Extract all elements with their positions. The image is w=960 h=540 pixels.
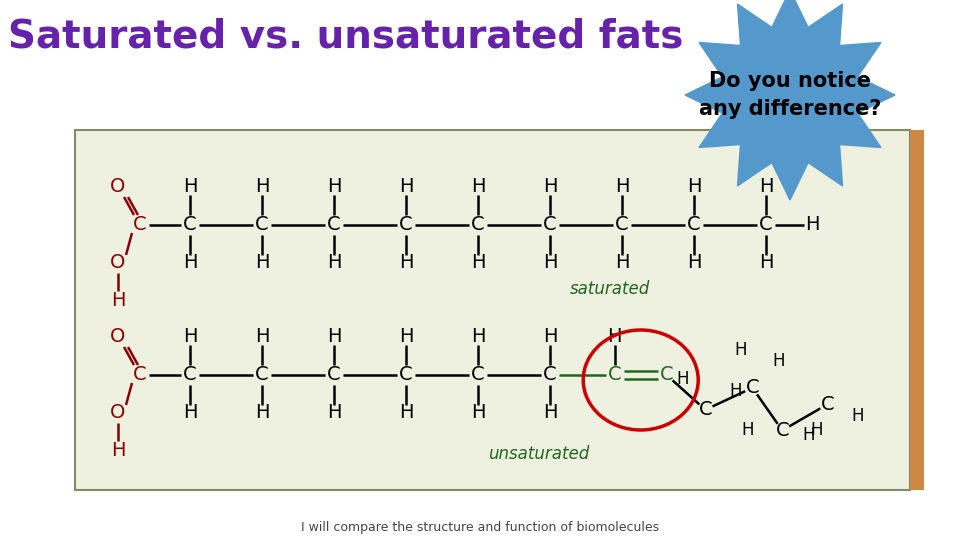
Text: Saturated vs. unsaturated fats: Saturated vs. unsaturated fats (8, 18, 684, 56)
Text: H: H (542, 253, 557, 273)
Text: H: H (730, 382, 742, 400)
Text: H: H (542, 403, 557, 422)
Text: H: H (734, 341, 747, 359)
Text: H: H (758, 253, 773, 273)
Text: H: H (852, 407, 864, 425)
Text: H: H (805, 215, 820, 234)
Text: H: H (676, 370, 688, 388)
Text: O: O (110, 403, 126, 422)
Text: H: H (398, 253, 413, 273)
Text: H: H (398, 327, 413, 347)
Text: H: H (254, 327, 269, 347)
Text: C: C (759, 215, 773, 234)
Text: H: H (470, 327, 485, 347)
Text: C: C (327, 366, 341, 384)
Text: H: H (326, 403, 341, 422)
Text: H: H (326, 253, 341, 273)
Text: H: H (182, 178, 197, 197)
Text: C: C (399, 215, 413, 234)
Text: H: H (398, 403, 413, 422)
Text: C: C (687, 215, 701, 234)
Text: H: H (686, 253, 701, 273)
Text: H: H (254, 253, 269, 273)
Text: H: H (182, 403, 197, 422)
Text: C: C (471, 215, 485, 234)
Text: C: C (776, 421, 789, 440)
Text: C: C (746, 379, 759, 397)
Text: H: H (608, 327, 622, 347)
Text: H: H (470, 253, 485, 273)
Text: C: C (615, 215, 629, 234)
Text: O: O (110, 327, 126, 347)
Bar (75, 130, 910, 490)
Bar (910, 130, 924, 490)
Text: H: H (802, 426, 814, 444)
Text: H: H (254, 403, 269, 422)
Text: C: C (543, 215, 557, 234)
Text: Do you notice
any difference?: Do you notice any difference? (699, 71, 881, 119)
Text: C: C (133, 215, 147, 234)
Text: H: H (758, 178, 773, 197)
Text: C: C (255, 215, 269, 234)
Text: H: H (470, 403, 485, 422)
Text: C: C (133, 366, 147, 384)
Text: H: H (110, 292, 125, 310)
Text: H: H (110, 442, 125, 461)
Text: H: H (182, 253, 197, 273)
Text: C: C (255, 366, 269, 384)
Text: C: C (183, 366, 197, 384)
Text: H: H (742, 421, 755, 440)
Text: H: H (326, 178, 341, 197)
Text: H: H (614, 178, 629, 197)
Text: saturated: saturated (570, 280, 650, 298)
Text: C: C (699, 400, 712, 419)
Text: C: C (327, 215, 341, 234)
Text: H: H (542, 327, 557, 347)
Text: H: H (686, 178, 701, 197)
Text: C: C (660, 366, 674, 384)
Polygon shape (685, 0, 895, 200)
Text: C: C (399, 366, 413, 384)
Text: H: H (773, 352, 785, 370)
Text: C: C (608, 366, 622, 384)
Text: C: C (543, 366, 557, 384)
Text: C: C (183, 215, 197, 234)
Text: H: H (254, 178, 269, 197)
Text: H: H (398, 178, 413, 197)
Text: unsaturated: unsaturated (488, 445, 589, 463)
Text: I will compare the structure and function of biomolecules: I will compare the structure and functio… (300, 521, 660, 534)
Text: C: C (821, 395, 834, 414)
Text: C: C (471, 366, 485, 384)
Text: H: H (182, 327, 197, 347)
Text: O: O (110, 178, 126, 197)
Text: H: H (810, 421, 823, 440)
Text: H: H (614, 253, 629, 273)
Text: H: H (542, 178, 557, 197)
Text: O: O (110, 253, 126, 273)
Text: H: H (326, 327, 341, 347)
Text: H: H (470, 178, 485, 197)
